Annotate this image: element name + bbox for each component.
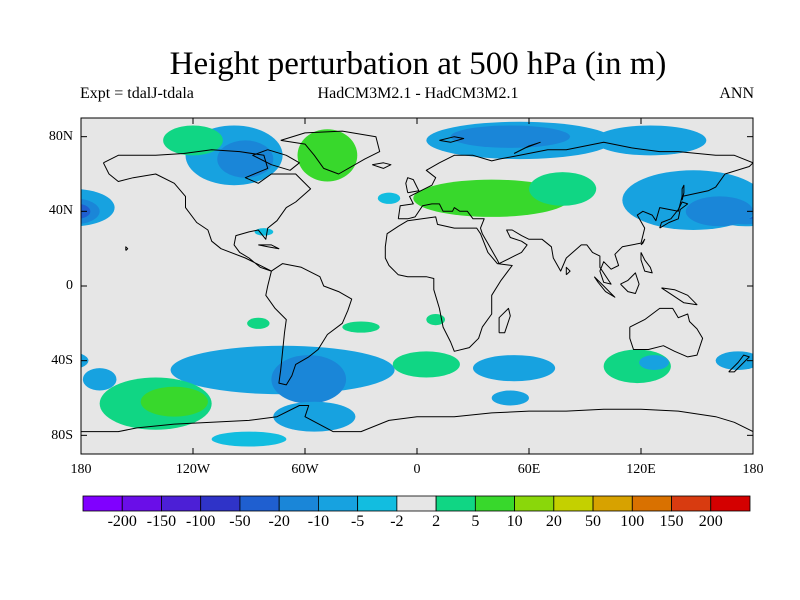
region-south-indian-low <box>473 355 556 382</box>
region-tropical-green-1 <box>247 317 270 329</box>
colorbar-label-7: -2 <box>390 513 404 530</box>
map-title: Height perturbation at 500 hPa (in m) <box>169 46 667 82</box>
region-north-pacific-green-band <box>701 13 798 80</box>
axis-ticks <box>80 118 754 454</box>
coastline-south-america <box>265 263 353 386</box>
colorbar-label-0: -200 <box>107 513 137 530</box>
lat-label-equator: 0 <box>66 278 73 293</box>
coastline-philippines <box>640 252 653 274</box>
region-gulf-small-low <box>254 228 274 236</box>
colorbar-label-3: -50 <box>229 513 251 530</box>
lon-label-60e: 60E <box>517 462 541 477</box>
colorbar-label-1: -150 <box>146 513 177 530</box>
lon-label-60w: 60W <box>291 462 319 477</box>
colorbar-label-14: 150 <box>659 513 684 530</box>
region-eurasia-green-east <box>529 172 597 206</box>
coastline-new-zealand <box>728 354 750 373</box>
region-southern-ocean-low-far-south <box>211 431 287 447</box>
colorbar-label-11: 20 <box>545 513 562 530</box>
lon-label-180e: 180 <box>742 462 764 477</box>
region-southern-indian-low-2 <box>491 390 529 406</box>
region-canada-green <box>163 125 223 156</box>
lon-label-120e: 120E <box>626 462 656 477</box>
region-tasman-low <box>715 351 753 370</box>
region-southern-ocean-green-mid <box>140 386 208 417</box>
colorbar-label-13: 100 <box>620 513 645 530</box>
region-arctic-eurasia-low-mid <box>450 125 571 148</box>
region-south-atlantic-green <box>392 351 460 378</box>
region-atlantic-small-low <box>377 192 401 204</box>
colorbar-label-5: -10 <box>307 513 330 530</box>
colorbar-label-15: 200 <box>698 513 723 530</box>
lon-label-120w: 120W <box>175 462 211 477</box>
region-north-pacific-yellow-core <box>727 2 772 21</box>
lon-label-180w: 180 <box>70 462 92 477</box>
coastline-sri-lanka <box>565 266 571 276</box>
perturbation-regions <box>29 2 798 447</box>
region-atlantic-green <box>297 129 358 182</box>
coastline-cuba <box>258 244 280 250</box>
coastline-asia-south <box>398 162 753 285</box>
model-comparison-label: HadCM3M2.1 - HadCM3M2.1 <box>317 85 519 102</box>
region-southern-ocean-low-sw <box>82 368 117 391</box>
colorbar-label-9: 5 <box>471 513 480 530</box>
region-tropical-green-3 <box>426 314 445 326</box>
colorbar-label-8: 2 <box>432 513 441 530</box>
colorbar-label-6: -5 <box>350 513 365 530</box>
region-arctic-siberia-low <box>594 125 707 156</box>
lon-label-0: 0 <box>413 462 421 477</box>
coastline-svalbard <box>439 136 465 143</box>
colorbar-label-4: -20 <box>268 513 290 530</box>
region-east-asia-low-mid <box>685 196 753 227</box>
region-australia-low <box>639 355 669 370</box>
coastline-borneo <box>620 272 640 294</box>
coastline-baffin <box>252 149 300 171</box>
region-north-pacific-yellow-core-wrap1 <box>55 2 100 21</box>
region-tropical-green-2 <box>342 321 380 333</box>
lat-label-40s: 40S <box>51 353 73 368</box>
colorbar-label-2: -100 <box>186 513 216 530</box>
experiment-label: Expt = tdalJ-tdala <box>80 85 194 102</box>
coastline-taiwan <box>640 238 646 246</box>
lat-label-80s: 80S <box>51 428 73 443</box>
coastline-new-guinea <box>661 287 698 306</box>
coastline-novaya-zemlya <box>513 141 541 154</box>
coastline-madagascar <box>498 307 511 334</box>
colorbar-label-10: 10 <box>506 513 523 530</box>
lat-label-80n: 80N <box>48 129 73 144</box>
region-north-america-low-mid <box>217 140 274 178</box>
colorbar-label-12: 50 <box>585 513 602 530</box>
lat-label-40n: 40N <box>48 203 73 218</box>
region-north-pacific-green-band-wrap1 <box>29 13 126 80</box>
coastline-iceland <box>372 162 392 169</box>
coastline-sumatra <box>593 276 616 298</box>
coastline-antarctica <box>81 405 753 433</box>
coastline-europe <box>397 141 753 219</box>
coastline-uk <box>405 177 420 194</box>
coastline-hawaii <box>125 246 129 251</box>
coastline-australia <box>629 307 704 358</box>
coastline-greenland <box>280 130 381 175</box>
coastline-sakhalin <box>681 184 685 201</box>
coastline-japan <box>659 201 689 229</box>
coastline-africa <box>384 216 513 352</box>
season-label: ANN <box>719 85 754 102</box>
coastlines <box>81 130 753 433</box>
region-antarctic-coast-low <box>273 401 356 432</box>
region-south-america-low-mid <box>271 355 347 404</box>
